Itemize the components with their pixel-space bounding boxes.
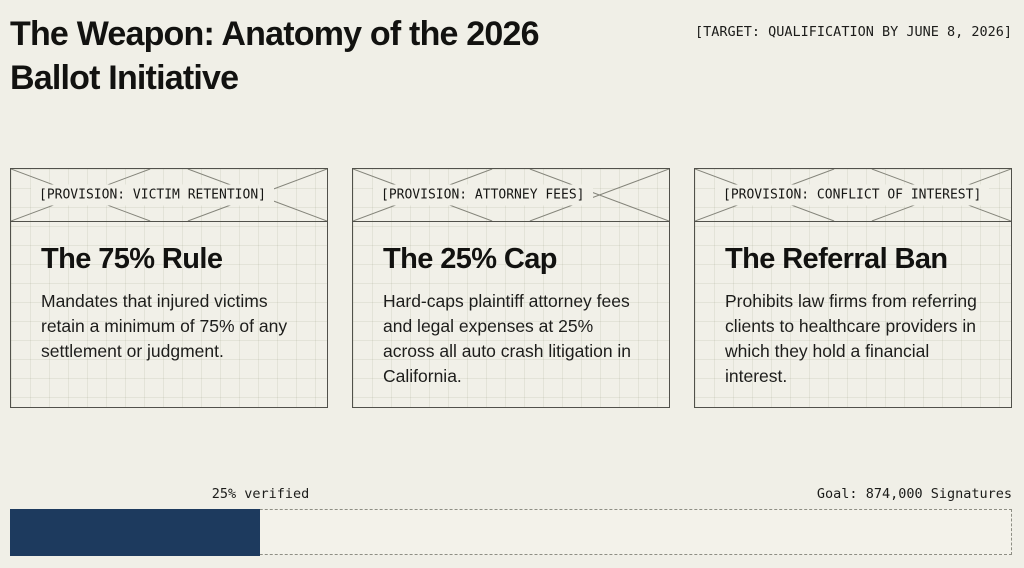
- provision-card-conflict-of-interest: [PROVISION: CONFLICT OF INTEREST] The Re…: [694, 168, 1012, 408]
- page-title: The Weapon: Anatomy of the 2026 Ballot I…: [10, 15, 540, 97]
- card-title: The 25% Cap: [383, 243, 558, 275]
- provision-card-attorney-fees: [PROVISION: ATTORNEY FEES] The 25% Cap H…: [352, 168, 670, 408]
- provision-tag: [PROVISION: VICTIM RETENTION]: [31, 184, 274, 206]
- card-body: The 25% Cap Hard-caps plaintiff attorney…: [353, 222, 669, 389]
- signature-progress-bar: [9, 508, 1012, 556]
- signature-progress-section: 25% verified Goal: 874,000 Signatures: [9, 486, 1012, 556]
- provision-card-victim-retention: [PROVISION: VICTIM RETENTION] The 75% Ru…: [10, 168, 328, 408]
- progress-labels: 25% verified Goal: 874,000 Signatures: [10, 486, 1012, 506]
- card-header: [PROVISION: ATTORNEY FEES]: [353, 169, 669, 222]
- goal-label: Goal: 874,000 Signatures: [816, 486, 1012, 502]
- verified-label: 25% verified: [211, 486, 310, 502]
- provision-cards: [PROVISION: VICTIM RETENTION] The 75% Ru…: [10, 168, 1012, 408]
- provision-tag: [PROVISION: ATTORNEY FEES]: [373, 184, 593, 206]
- card-title: The Referral Ban: [725, 243, 948, 275]
- card-title: The 75% Rule: [41, 243, 223, 275]
- card-header: [PROVISION: VICTIM RETENTION]: [11, 169, 327, 222]
- card-body: The Referral Ban Prohibits law firms fro…: [695, 222, 1011, 389]
- card-description: Hard-caps plaintiff attorney fees and le…: [383, 291, 632, 386]
- target-label: [TARGET: QUALIFICATION BY JUNE 8, 2026]: [695, 24, 1012, 40]
- card-description: Mandates that injured victims retain a m…: [41, 291, 288, 361]
- provision-tag: [PROVISION: CONFLICT OF INTEREST]: [715, 184, 990, 206]
- card-body: The 75% Rule Mandates that injured victi…: [11, 222, 327, 364]
- card-header: [PROVISION: CONFLICT OF INTEREST]: [695, 169, 1011, 222]
- progress-fill: [9, 508, 260, 556]
- card-description: Prohibits law firms from referring clien…: [725, 291, 977, 386]
